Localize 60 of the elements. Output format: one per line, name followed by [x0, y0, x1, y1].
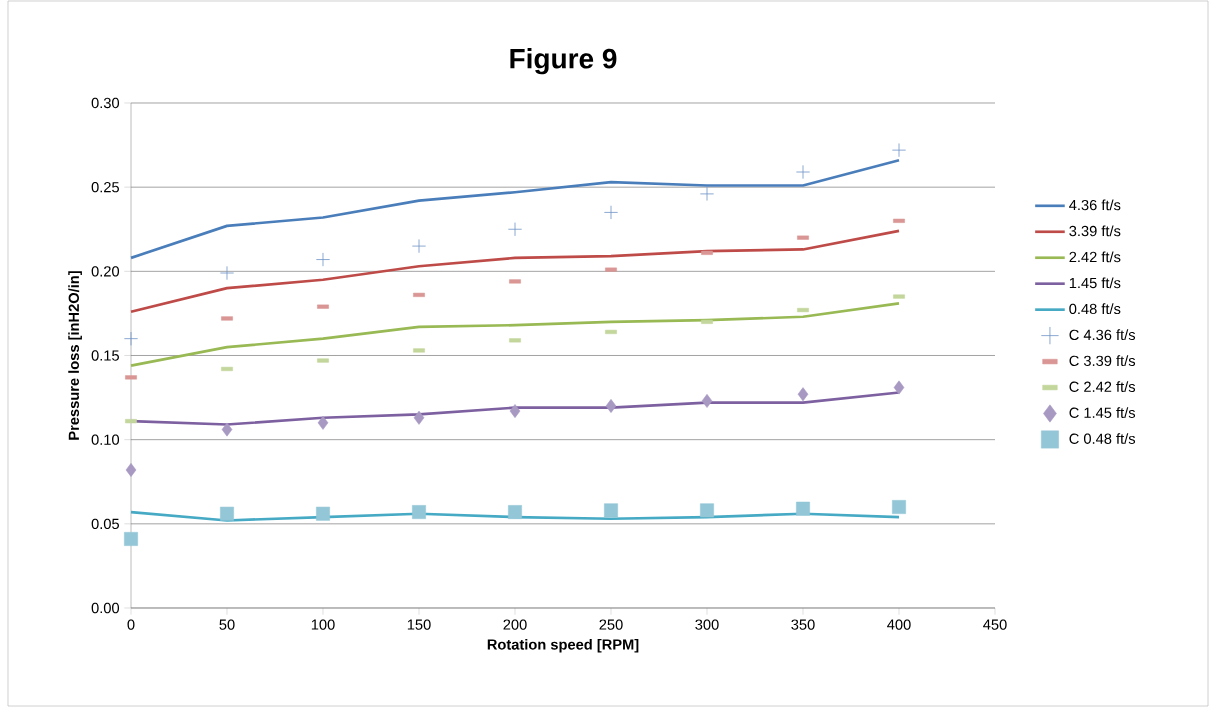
x-tick-label: 250 — [599, 619, 623, 630]
point — [893, 380, 905, 395]
legend-label: C 0.48 ft/s — [1069, 433, 1136, 444]
point — [701, 394, 713, 408]
point — [892, 500, 906, 514]
legend-label: 2.42 ft/s — [1069, 251, 1121, 263]
point — [317, 415, 329, 430]
point — [316, 506, 330, 521]
point — [412, 505, 426, 519]
point — [413, 410, 425, 425]
legend-label: 1.45 ft/s — [1069, 277, 1121, 289]
point — [605, 399, 617, 413]
point — [795, 164, 811, 180]
point — [797, 387, 809, 402]
legend-label: C 3.39 ft/s — [1069, 355, 1136, 367]
legend-label: C 1.45 ft/s — [1069, 407, 1136, 418]
x-tick-label: 150 — [407, 619, 431, 630]
point — [891, 143, 907, 158]
point — [124, 532, 138, 546]
point — [509, 404, 521, 418]
y-tick-label: 0.20 — [91, 266, 120, 277]
x-tick-label: 50 — [219, 619, 235, 630]
point — [220, 506, 234, 521]
y-tick-label: 0.15 — [91, 350, 119, 361]
point — [796, 501, 810, 516]
x-tick-label: 100 — [311, 619, 335, 630]
point — [700, 503, 714, 518]
x-tick-label: 0 — [127, 619, 135, 630]
point — [411, 239, 427, 254]
point — [221, 422, 233, 437]
line-series — [129, 301, 901, 367]
line-series — [129, 229, 901, 314]
point — [507, 222, 523, 237]
point — [699, 186, 715, 201]
y-tick-label: 0.05 — [91, 518, 119, 530]
point — [125, 463, 137, 477]
point — [603, 205, 619, 220]
x-tick-label: 350 — [791, 619, 815, 630]
point — [123, 331, 139, 346]
y-tick-label: 0.10 — [91, 434, 120, 445]
y-tick-label: 0.00 — [91, 602, 120, 614]
x-tick-label: 300 — [695, 619, 719, 630]
x-tick-label: 450 — [983, 619, 1007, 630]
chart-title: Figure 9 — [510, 48, 617, 75]
point — [604, 503, 618, 518]
y-tick-label: 0.30 — [91, 97, 120, 109]
line-series — [129, 158, 901, 260]
x-tick-label: 400 — [887, 619, 911, 630]
y-axis-title: Pressure loss [inH2O/in] — [68, 271, 82, 440]
point — [315, 252, 331, 267]
legend-label: C 4.36 ft/s — [1069, 329, 1136, 341]
point — [508, 505, 522, 519]
legend-label: C 2.42 ft/s — [1069, 381, 1136, 392]
point — [219, 265, 235, 281]
x-tick-label: 200 — [503, 619, 527, 630]
legend-label: 0.48 ft/s — [1069, 303, 1121, 315]
legend-label: 4.36 ft/s — [1069, 199, 1121, 211]
legend-label: 3.39 ft/s — [1069, 225, 1121, 237]
y-tick-label: 0.25 — [91, 181, 119, 193]
x-axis-title: Rotation speed [RPM] — [487, 638, 639, 653]
